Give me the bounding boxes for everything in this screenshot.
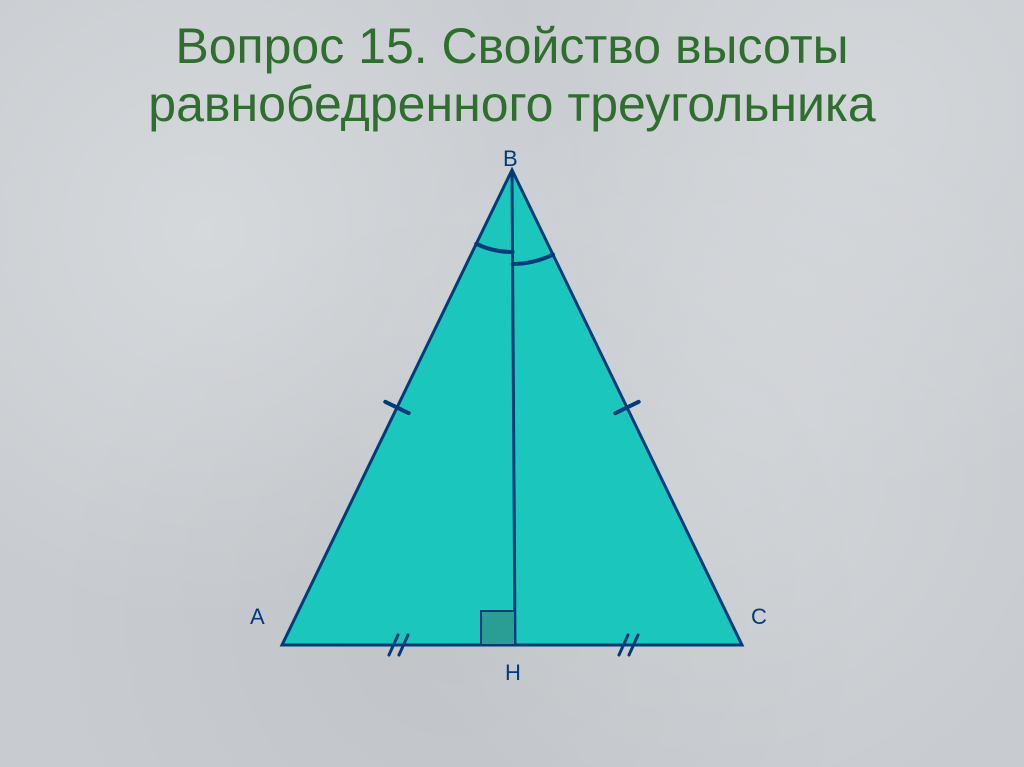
triangle-diagram [0,0,1024,767]
vertex-label-c: C [751,604,767,630]
vertex-label-a: A [250,604,265,630]
vertex-label-h: H [505,660,521,686]
vertex-label-b: B [503,146,518,172]
